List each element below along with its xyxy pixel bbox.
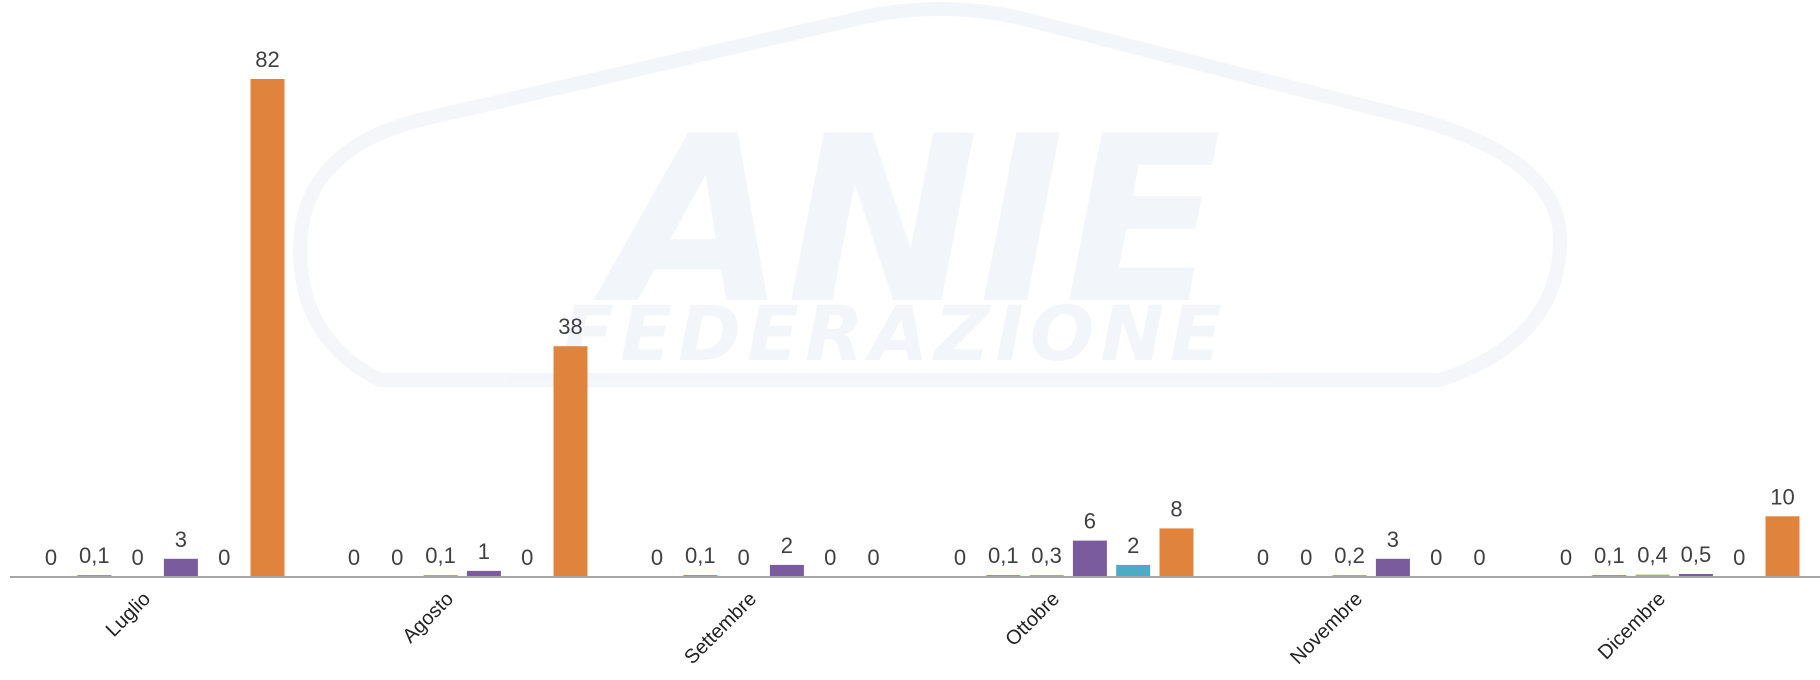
data-label-luglio-series-3: 0 [131, 545, 143, 570]
data-label-agosto-series-4: 1 [478, 539, 490, 564]
bar-dicembre-series-6 [1765, 516, 1800, 577]
category-label-luglio: Luglio [102, 588, 155, 641]
bar-agosto-series-6 [553, 346, 588, 577]
bar-luglio-series-6 [250, 79, 285, 577]
data-label-agosto-series-5: 0 [521, 545, 533, 570]
data-label-dicembre-series-6: 10 [1770, 484, 1794, 509]
data-label-agosto-series-3: 0,1 [425, 543, 456, 568]
bar-ottobre-series-6 [1159, 528, 1194, 577]
data-label-settembre-series-3: 0 [737, 545, 749, 570]
data-label-novembre-series-1: 0 [1257, 545, 1269, 570]
data-label-ottobre-series-2: 0,1 [988, 543, 1019, 568]
data-label-luglio-series-1: 0 [45, 545, 57, 570]
data-label-novembre-series-6: 0 [1473, 545, 1485, 570]
data-label-settembre-series-1: 0 [651, 545, 663, 570]
data-label-agosto-series-1: 0 [348, 545, 360, 570]
bar-dicembre-series-3 [1635, 574, 1670, 577]
category-labels-group: Luglio Agosto Settembre Ottobre Novembre Dice… [102, 588, 1670, 669]
data-label-agosto-series-2: 0 [391, 545, 403, 570]
data-label-dicembre-series-5: 0 [1733, 545, 1745, 570]
data-label-dicembre-series-4: 0,5 [1681, 542, 1712, 567]
bars-group [77, 79, 1800, 577]
data-label-settembre-series-5: 0 [824, 545, 836, 570]
data-label-settembre-series-6: 0 [867, 545, 879, 570]
category-label-ottobre: Ottobre [1001, 588, 1064, 651]
data-label-novembre-series-4: 3 [1387, 527, 1399, 552]
category-label-novembre: Novembre [1286, 588, 1367, 669]
data-label-luglio-series-2: 0,1 [79, 543, 110, 568]
bar-ottobre-series-4 [1072, 540, 1107, 577]
bar-dicembre-series-4 [1678, 574, 1713, 577]
data-label-luglio-series-5: 0 [218, 545, 230, 570]
data-label-settembre-series-2: 0,1 [685, 543, 716, 568]
data-label-luglio-series-4: 3 [175, 527, 187, 552]
data-label-ottobre-series-4: 6 [1084, 509, 1096, 534]
anie-watermark-logo: ANIE FEDERAZIONE [292, 2, 1568, 387]
watermark-sub-text: FEDERAZIONE [562, 289, 1228, 378]
data-label-novembre-series-3: 0,2 [1334, 543, 1365, 568]
data-label-ottobre-series-6: 8 [1170, 496, 1182, 521]
data-label-luglio-series-6: 82 [255, 47, 279, 72]
bar-novembre-series-4 [1375, 558, 1410, 577]
data-label-ottobre-series-3: 0,3 [1031, 543, 1062, 568]
data-label-agosto-series-6: 38 [558, 314, 582, 339]
data-label-novembre-series-5: 0 [1430, 545, 1442, 570]
data-label-dicembre-series-1: 0 [1560, 545, 1572, 570]
data-label-settembre-series-4: 2 [781, 533, 793, 558]
data-label-ottobre-series-1: 0 [954, 545, 966, 570]
watermark-main-text: ANIE [593, 88, 1221, 355]
data-label-ottobre-series-5: 2 [1127, 533, 1139, 558]
data-label-novembre-series-2: 0 [1300, 545, 1312, 570]
data-label-dicembre-series-3: 0,4 [1637, 543, 1668, 568]
bar-settembre-series-4 [769, 564, 804, 577]
category-label-settembre: Settembre [680, 588, 761, 669]
bar-ottobre-series-5 [1116, 564, 1151, 577]
bar-luglio-series-4 [163, 558, 198, 577]
category-label-agosto: Agosto [398, 588, 458, 648]
data-label-dicembre-series-2: 0,1 [1594, 543, 1625, 568]
bar-agosto-series-4 [466, 570, 501, 577]
category-label-dicembre: Dicembre [1594, 588, 1670, 664]
